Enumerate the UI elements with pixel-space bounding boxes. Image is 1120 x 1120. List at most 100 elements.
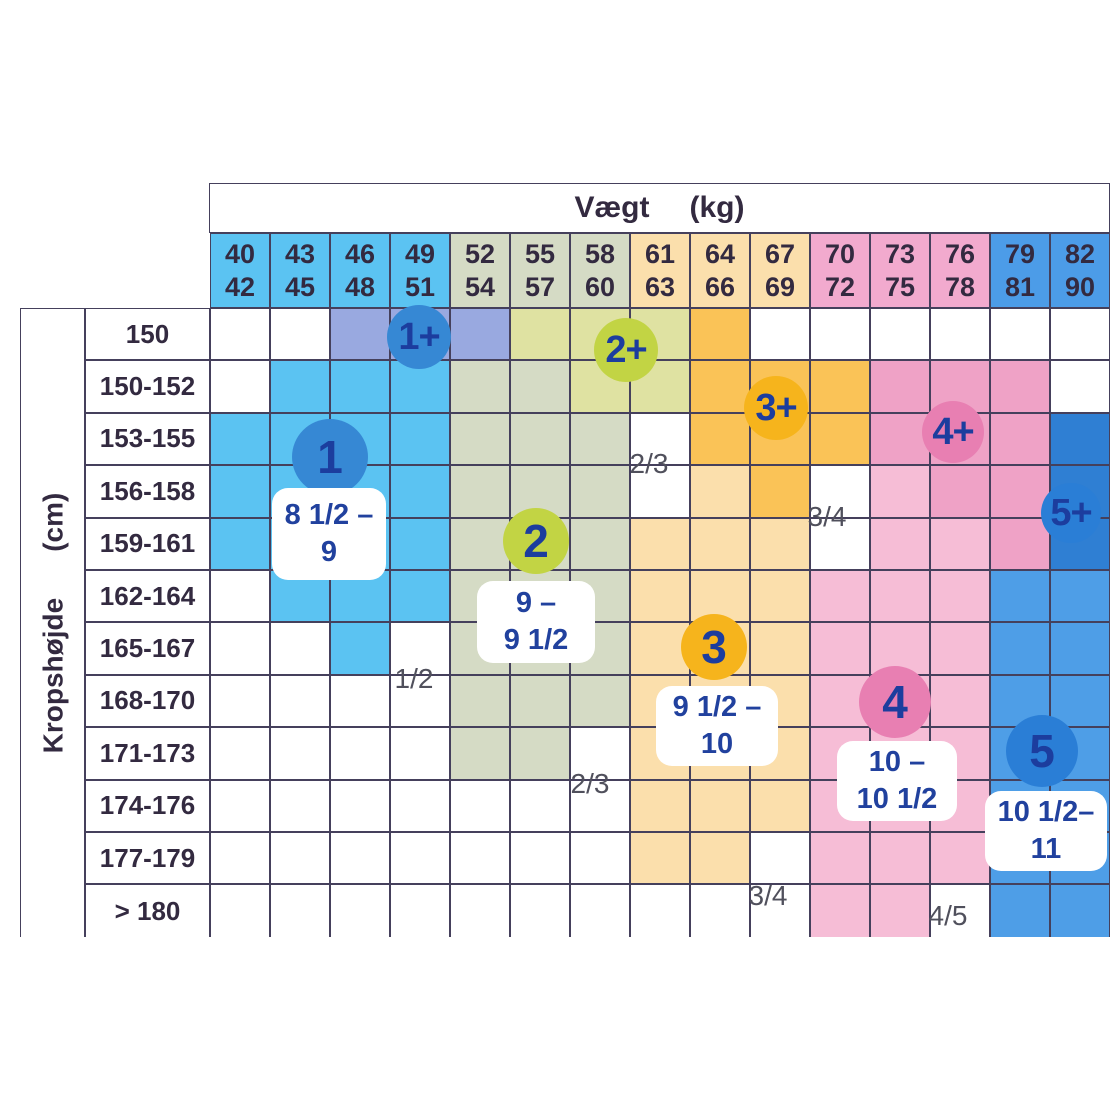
weight-to: 75 — [884, 271, 916, 302]
grid-cell — [570, 779, 630, 832]
grid-cell — [390, 412, 450, 466]
grid-cell — [930, 465, 990, 518]
grid-cell — [570, 517, 630, 570]
grid-cell — [750, 884, 810, 937]
weight-to: 51 — [404, 271, 436, 302]
size-range-line: 10 1/2 — [856, 783, 938, 815]
grid-cell — [930, 517, 990, 570]
grid-cell — [870, 517, 930, 570]
grid-cell — [450, 308, 510, 361]
weight-axis-unit: (kg) — [689, 191, 745, 224]
grid-cell — [930, 884, 990, 937]
grid-cell — [210, 674, 270, 728]
size-range-line: 8 1/2 – — [284, 499, 374, 531]
grid-cell — [990, 570, 1050, 623]
weight-to: 72 — [824, 271, 856, 302]
weight-from: 61 — [644, 238, 676, 269]
grid-cell — [210, 412, 270, 466]
height-row-header: 171-173 — [85, 727, 210, 780]
size-range-label: 9 – 9 1/2 — [477, 581, 595, 663]
grid-cell — [210, 517, 270, 570]
weight-to: 57 — [524, 271, 556, 302]
grid-cell — [390, 517, 450, 570]
grid-cell — [450, 832, 510, 885]
weight-column-header: 55 57 — [510, 233, 570, 308]
grid-cell — [210, 779, 270, 832]
grid-cell — [330, 308, 390, 361]
grid-cell — [810, 884, 870, 937]
grid-cell — [870, 884, 930, 937]
grid-cell — [330, 832, 390, 885]
grid-cell — [210, 884, 270, 937]
grid-cell — [330, 674, 390, 728]
size-range-label: 9 1/2 – 10 — [656, 686, 778, 766]
grid-cell — [210, 832, 270, 885]
grid-cell — [390, 727, 450, 780]
height-axis-title: Kropshøjde — [36, 597, 68, 754]
size-range-line: 9 — [320, 536, 338, 568]
height-row-header: 165-167 — [85, 622, 210, 675]
height-row-header: 174-176 — [85, 779, 210, 832]
grid-cell — [390, 674, 450, 728]
weight-to: 69 — [764, 271, 796, 302]
grid-cell — [990, 622, 1050, 675]
grid-cell — [510, 727, 570, 780]
weight-from: 64 — [704, 238, 736, 269]
grid-cell — [270, 779, 330, 832]
grid-cell — [510, 674, 570, 728]
grid-cell — [510, 779, 570, 832]
grid-cell — [450, 360, 510, 413]
size-range-label: 8 1/2 – 9 — [272, 488, 386, 580]
grid-cell — [210, 308, 270, 361]
grid-cell — [630, 779, 690, 832]
size-circle: 5+ — [1041, 483, 1101, 543]
grid-cell — [810, 360, 870, 413]
grid-cell — [330, 622, 390, 675]
grid-cell — [630, 465, 690, 518]
weight-column-header: 43 45 — [270, 233, 330, 308]
weight-from: 79 — [1004, 238, 1036, 269]
grid-cell — [870, 308, 930, 361]
grid-cell — [450, 517, 510, 570]
boundary-size-label: 1/2 — [394, 663, 434, 694]
weight-column-header: 49 51 — [390, 233, 450, 308]
weight-to: 66 — [704, 271, 736, 302]
grid-cell — [990, 465, 1050, 518]
weight-to: 60 — [584, 271, 616, 302]
grid-cell — [750, 622, 810, 675]
grid-cell — [990, 884, 1050, 937]
grid-cell — [870, 412, 930, 466]
grid-cell — [570, 884, 630, 937]
grid-cell — [210, 727, 270, 780]
grid-cell — [690, 412, 750, 466]
weight-column-header: 64 66 — [690, 233, 750, 308]
grid-cell — [390, 779, 450, 832]
grid-cell — [810, 465, 870, 518]
grid-cell — [690, 360, 750, 413]
weight-column-header: 58 60 — [570, 233, 630, 308]
grid-cell — [1050, 674, 1110, 728]
grid-cell — [690, 884, 750, 937]
size-range-label: 10 1/2– 11 — [985, 791, 1107, 871]
grid-cell — [1050, 622, 1110, 675]
weight-column-header: 79 81 — [990, 233, 1050, 308]
grid-cell — [930, 622, 990, 675]
size-circle: 3+ — [744, 376, 808, 440]
boundary-size-label: 2/3 — [570, 768, 610, 799]
grid-cell — [1050, 308, 1110, 361]
height-row-header: > 180 — [85, 884, 210, 937]
grid-cell — [450, 465, 510, 518]
size-circle: 1+ — [387, 305, 451, 369]
grid-cell — [570, 412, 630, 466]
weight-column-header: 70 72 — [810, 233, 870, 308]
weight-from: 76 — [944, 238, 976, 269]
weight-from: 82 — [1064, 238, 1096, 269]
weight-from: 52 — [464, 238, 496, 269]
size-range-line: 9 – — [515, 587, 557, 619]
boundary-size-label: 3/4 — [807, 501, 847, 532]
weight-to: 63 — [644, 271, 676, 302]
grid-cell — [450, 727, 510, 780]
weight-from: 49 — [404, 238, 436, 269]
weight-to: 90 — [1064, 271, 1096, 302]
height-row-header: 159-161 — [85, 517, 210, 570]
